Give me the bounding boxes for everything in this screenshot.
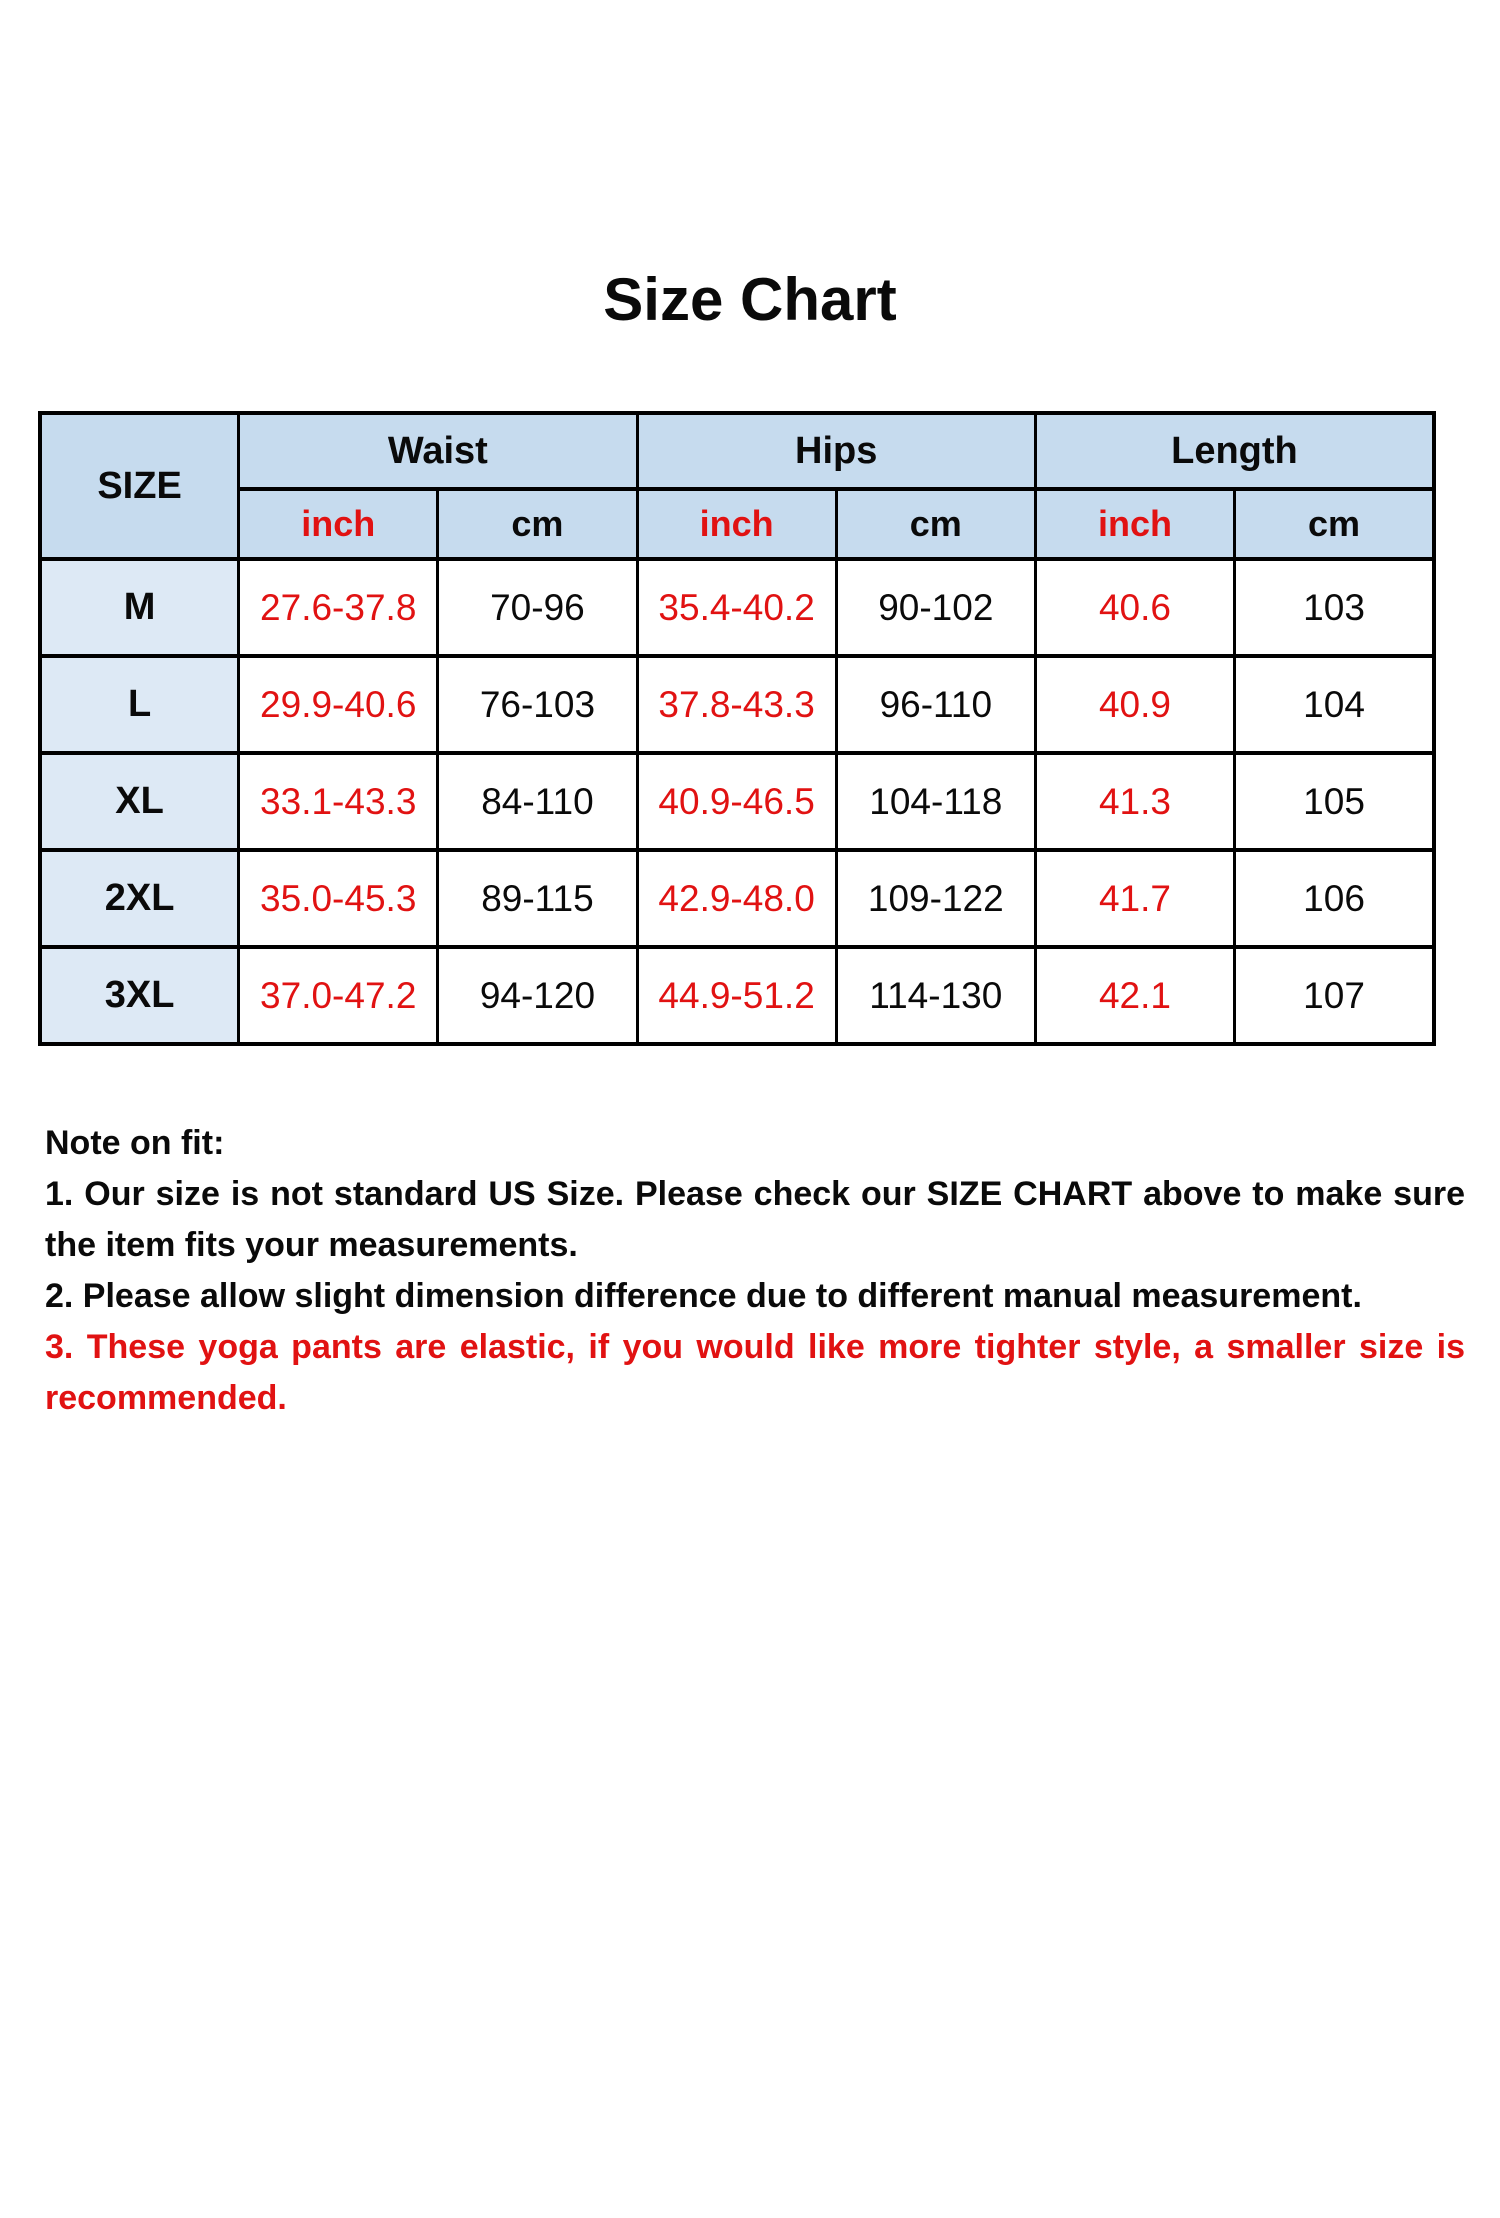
hips-cm-value: 104-118	[834, 751, 1037, 852]
hips-inch-value: 40.9-46.5	[635, 751, 838, 852]
size-label: 2XL	[38, 848, 241, 949]
length-cm-value: 104	[1233, 654, 1436, 755]
size-chart-table: SIZE Waist Hips Length inch cm inch cm i…	[38, 411, 1436, 1046]
hips-cm-value: 96-110	[834, 654, 1037, 755]
note-item-2: 2. Please allow slight dimension differe…	[45, 1277, 1362, 1315]
length-inch-value: 40.6	[1033, 557, 1237, 658]
length-inch-value: 41.3	[1033, 751, 1237, 852]
hips-inch-value: 44.9-51.2	[635, 945, 838, 1046]
length-inch-value: 41.7	[1033, 848, 1237, 949]
waist-cm-value: 76-103	[436, 654, 639, 755]
table-header-row-units: inch cm inch cm inch cm	[40, 487, 1436, 561]
length-cm-value: 103	[1233, 557, 1436, 658]
size-label: XL	[38, 751, 241, 852]
hips-cm-value: 114-130	[834, 945, 1037, 1046]
table-row-m: M 27.6-37.8 70-96 35.4-40.2 90-102 40.6 …	[38, 557, 1436, 658]
table-row-l: L 29.9-40.6 76-103 37.8-43.3 96-110 40.9…	[38, 654, 1436, 755]
group-header-length: Length	[1033, 411, 1436, 491]
length-cm-value: 106	[1233, 848, 1436, 949]
waist-cm-value: 89-115	[436, 848, 639, 949]
waist-inch-value: 27.6-37.8	[237, 557, 440, 658]
hips-cm-value: 90-102	[834, 557, 1037, 658]
table-row-3xl: 3XL 37.0-47.2 94-120 44.9-51.2 114-130 4…	[38, 945, 1436, 1046]
table-row-2xl: 2XL 35.0-45.3 89-115 42.9-48.0 109-122 4…	[38, 848, 1436, 949]
hips-inch-value: 35.4-40.2	[635, 557, 838, 658]
hips-cm-value: 109-122	[834, 848, 1037, 949]
size-column-header: SIZE	[38, 411, 241, 561]
hips-cm-header: cm	[834, 487, 1037, 561]
waist-inch-value: 33.1-43.3	[237, 751, 440, 852]
waist-inch-value: 29.9-40.6	[237, 654, 440, 755]
notes-heading: Note on fit:	[45, 1124, 225, 1162]
size-label: L	[38, 654, 241, 755]
hips-inch-header: inch	[635, 487, 838, 561]
length-cm-value: 105	[1233, 751, 1436, 852]
page-title: Size Chart	[603, 266, 897, 333]
length-inch-header: inch	[1033, 487, 1237, 561]
waist-cm-value: 70-96	[436, 557, 639, 658]
size-label: 3XL	[38, 945, 241, 1046]
length-inch-value: 42.1	[1033, 945, 1237, 1046]
note-item-1: 1. Our size is not standard US Size. Ple…	[45, 1175, 1465, 1264]
size-label: M	[38, 557, 241, 658]
table-header-row-groups: SIZE Waist Hips Length	[38, 411, 1436, 561]
waist-inch-header: inch	[237, 487, 440, 561]
length-cm-header: cm	[1233, 487, 1436, 561]
waist-cm-value: 94-120	[436, 945, 639, 1046]
waist-cm-value: 84-110	[436, 751, 639, 852]
group-header-waist: Waist	[237, 411, 639, 491]
note-item-3: 3. These yoga pants are elastic, if you …	[45, 1328, 1465, 1417]
waist-inch-value: 37.0-47.2	[237, 945, 440, 1046]
group-header-hips: Hips	[635, 411, 1037, 491]
table-row-xl: XL 33.1-43.3 84-110 40.9-46.5 104-118 41…	[38, 751, 1436, 852]
waist-inch-value: 35.0-45.3	[237, 848, 440, 949]
hips-inch-value: 42.9-48.0	[635, 848, 838, 949]
fit-notes: Note on fit: 1. Our size is not standard…	[45, 1118, 1465, 1424]
length-inch-value: 40.9	[1033, 654, 1237, 755]
length-cm-value: 107	[1233, 945, 1436, 1046]
waist-cm-header: cm	[436, 487, 639, 561]
hips-inch-value: 37.8-43.3	[635, 654, 838, 755]
